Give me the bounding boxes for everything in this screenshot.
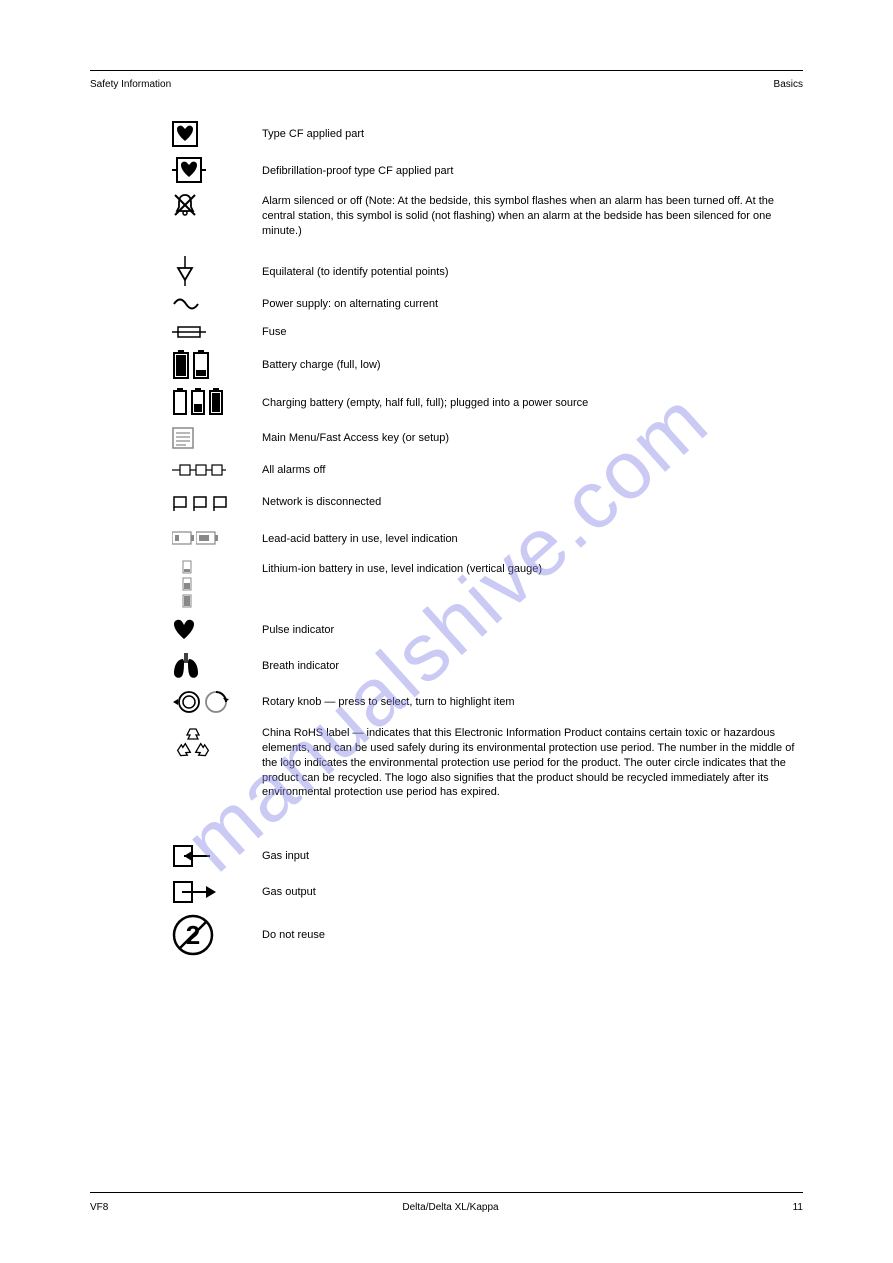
table-row: Gas input	[172, 842, 803, 870]
table-row: China RoHS label — indicates that this E…	[172, 724, 803, 834]
table-row: Breath indicator	[172, 652, 803, 680]
header-left: Safety Information	[90, 79, 171, 90]
header-rule	[90, 70, 803, 71]
equilateral-icon	[172, 256, 262, 286]
footer-center: Delta/Delta XL/Kappa	[402, 1202, 498, 1213]
row-desc: Pulse indicator	[262, 623, 803, 638]
gas-output-icon	[172, 878, 262, 906]
menu-setup-icon	[172, 427, 262, 449]
battery-lead-acid-icon	[172, 530, 262, 546]
recycle-icon	[172, 724, 262, 766]
table-row: 2 Do not reuse	[172, 914, 803, 956]
footer-left: VF8	[90, 1202, 108, 1213]
row-desc: Equilateral (to identify potential point…	[262, 263, 803, 280]
table-row: Network is disconnected	[172, 488, 803, 516]
table-row: Battery charge (full, low)	[172, 350, 803, 380]
row-desc: Network is disconnected	[262, 495, 803, 510]
gas-input-icon	[172, 842, 262, 870]
table-row: Equilateral (to identify potential point…	[172, 256, 803, 286]
table-row: Lead-acid battery in use, level indicati…	[172, 524, 803, 552]
heart-cf-defib-icon	[172, 157, 262, 183]
row-desc: Main Menu/Fast Access key (or setup)	[262, 431, 803, 446]
table-row: Charging battery (empty, half full, full…	[172, 388, 803, 416]
table-row: All alarms off	[172, 460, 803, 480]
row-desc: All alarms off	[262, 463, 803, 478]
ac-wave-icon	[172, 297, 262, 311]
row-desc: Charging battery (empty, half full, full…	[262, 394, 803, 411]
row-desc: Type CF applied part	[262, 127, 803, 142]
rotary-knob-icon	[172, 688, 262, 716]
footer-rule	[90, 1192, 803, 1193]
lithium-ion-icon	[172, 560, 262, 608]
table-row: Pulse indicator	[172, 616, 803, 644]
lungs-icon	[172, 653, 262, 679]
battery-charging-icon	[172, 388, 262, 416]
table-row: Rotary knob — press to select, turn to h…	[172, 688, 803, 716]
row-desc: Alarm silenced or off (Note: At the beds…	[262, 192, 803, 239]
header: Safety Information Basics	[90, 79, 803, 90]
table-row: Lithium-ion battery in use, level indica…	[172, 560, 803, 608]
table-row: Fuse	[172, 322, 803, 342]
all-alarms-off-icon	[172, 463, 262, 477]
row-desc: Battery charge (full, low)	[262, 358, 803, 373]
no-reuse-icon: 2	[172, 914, 262, 956]
header-right: Basics	[774, 79, 803, 90]
heart-cf-icon	[172, 121, 262, 147]
bell-crossed-icon	[172, 192, 262, 218]
table-row: Type CF applied part	[172, 120, 803, 148]
symbol-table: Type CF applied part Defibrillation-proo…	[172, 120, 803, 956]
table-row: Power supply: on alternating current	[172, 294, 803, 314]
heart-pulse-icon	[172, 619, 262, 641]
row-desc: Gas input	[262, 849, 803, 864]
table-row: Alarm silenced or off (Note: At the beds…	[172, 192, 803, 248]
battery-full-low-icon	[172, 350, 262, 380]
row-desc: Lead-acid battery in use, level indicati…	[262, 530, 803, 547]
row-desc: Breath indicator	[262, 659, 803, 674]
row-desc: Lithium-ion battery in use, level indica…	[262, 560, 803, 577]
row-desc: China RoHS label — indicates that this E…	[262, 724, 803, 800]
footer-right: 11	[793, 1202, 803, 1213]
table-row: Gas output	[172, 878, 803, 906]
row-desc: Do not reuse	[262, 928, 803, 943]
network-disconnected-icon	[172, 493, 262, 511]
table-row: Main Menu/Fast Access key (or setup)	[172, 424, 803, 452]
row-desc: Power supply: on alternating current	[262, 297, 803, 312]
row-desc: Rotary knob — press to select, turn to h…	[262, 695, 803, 710]
table-row: Defibrillation-proof type CF applied par…	[172, 156, 803, 184]
row-desc: Defibrillation-proof type CF applied par…	[262, 162, 803, 179]
fuse-icon	[172, 325, 262, 339]
row-desc: Fuse	[262, 325, 803, 340]
row-desc: Gas output	[262, 885, 803, 900]
footer: VF8 Delta/Delta XL/Kappa 11	[90, 1202, 803, 1213]
